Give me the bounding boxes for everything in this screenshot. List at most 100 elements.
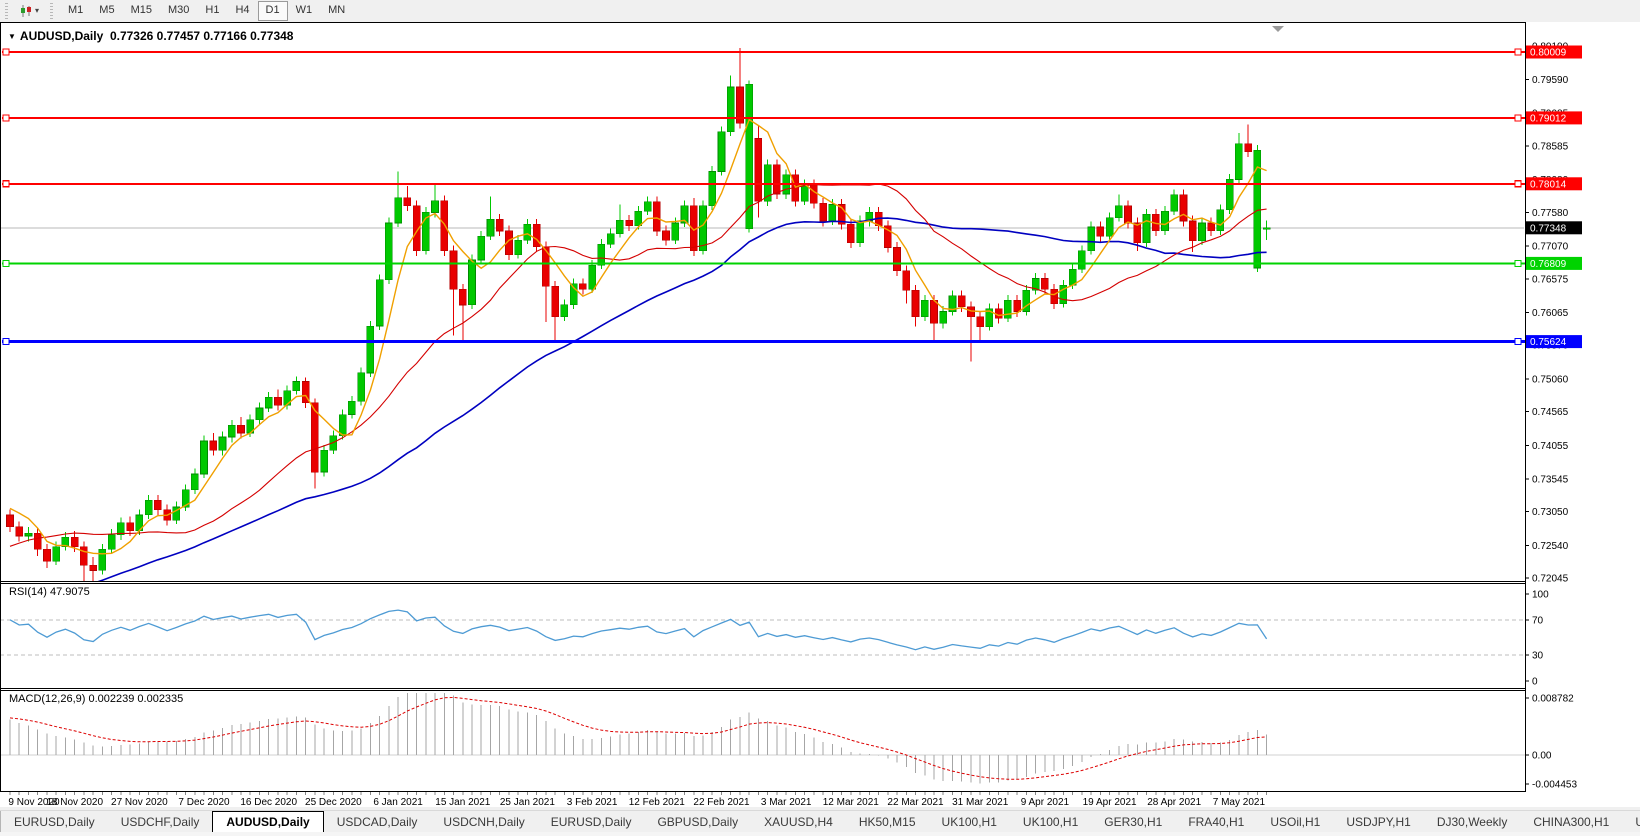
svg-text:0.00: 0.00 xyxy=(1532,751,1552,762)
svg-text:0.76575: 0.76575 xyxy=(1532,274,1569,285)
chart-tab-UK100-H1[interactable]: UK100,H1 xyxy=(1022,815,1079,829)
tab-strip-edge xyxy=(0,811,1,833)
chart-tab-USOil-H1[interactable]: USOil,H1 xyxy=(1270,815,1321,829)
macd-panel[interactable] xyxy=(0,693,1525,784)
chart-title: ▼ AUDUSD,Daily 0.77326 0.77457 0.77166 0.… xyxy=(8,29,293,43)
svg-text:22 Feb 2021: 22 Feb 2021 xyxy=(693,797,750,807)
svg-text:0.72540: 0.72540 xyxy=(1532,541,1569,552)
toolbar-grip-2[interactable] xyxy=(50,3,54,19)
chart-type-button[interactable]: ▾ xyxy=(15,1,43,22)
rsi-indicator-label: RSI(14) 47.9075 xyxy=(9,586,90,598)
chart-tab-EURUSD-Daily[interactable]: EURUSD,Daily xyxy=(550,815,632,829)
chart-tab-USC[interactable]: USC xyxy=(1622,811,1640,833)
svg-text:0.76065: 0.76065 xyxy=(1532,308,1569,319)
svg-text:0.77348: 0.77348 xyxy=(1530,223,1567,234)
svg-text:0.77070: 0.77070 xyxy=(1532,242,1569,253)
timeframe-button-M15[interactable]: M15 xyxy=(130,4,152,16)
ma-medium-line xyxy=(9,183,1267,547)
svg-text:7 Dec 2020: 7 Dec 2020 xyxy=(178,797,230,807)
svg-text:0.74565: 0.74565 xyxy=(1532,407,1569,418)
svg-text:30: 30 xyxy=(1532,650,1544,661)
chart-tab-USDCAD-Daily[interactable]: USDCAD,Daily xyxy=(336,815,418,829)
toolbar-grip[interactable] xyxy=(5,3,8,19)
svg-text:25 Dec 2020: 25 Dec 2020 xyxy=(305,797,362,807)
chart-tab-USDJPY-H1[interactable]: USDJPY,H1 xyxy=(1346,815,1411,829)
timeframe-button-D1[interactable]: D1 xyxy=(257,1,288,21)
chart-tab-USDCHF-Daily[interactable]: USDCHF,Daily xyxy=(120,815,200,829)
macd-indicator-label: MACD(12,26,9) 0.002239 0.002335 xyxy=(9,693,184,705)
svg-text:0: 0 xyxy=(1532,677,1538,688)
timeframe-buttons: M1 M5 M15 M30 H1 H4 D1 W1 MN xyxy=(60,1,353,21)
svg-text:0.72045: 0.72045 xyxy=(1532,574,1569,585)
main-price-panel[interactable] xyxy=(0,48,1525,618)
svg-text:0.008782: 0.008782 xyxy=(1532,694,1574,705)
mini-candles-icon xyxy=(21,4,31,17)
timeframe-button-M1[interactable]: M1 xyxy=(68,4,84,16)
chart-tab-GER30-H1[interactable]: GER30,H1 xyxy=(1104,815,1163,829)
svg-text:0.79590: 0.79590 xyxy=(1532,75,1569,86)
svg-text:0.79012: 0.79012 xyxy=(1530,113,1567,124)
svg-text:28 Apr 2021: 28 Apr 2021 xyxy=(1147,797,1201,807)
timeframe-button-M30[interactable]: M30 xyxy=(167,4,190,16)
chart-tab-AUDUSD-Daily[interactable]: AUDUSD,Daily xyxy=(212,811,324,833)
svg-text:18 Nov 2020: 18 Nov 2020 xyxy=(46,797,103,807)
timeframe-toolbar: ▾ M1 M5 M15 M30 H1 H4 D1 W1 MN xyxy=(0,0,1640,23)
svg-text:-0.004453: -0.004453 xyxy=(1532,779,1577,790)
macd-histogram xyxy=(9,693,1268,784)
timeframe-button-H4[interactable]: H4 xyxy=(235,4,250,16)
svg-text:0.75060: 0.75060 xyxy=(1532,374,1569,385)
timeframe-button-MN[interactable]: MN xyxy=(328,4,346,16)
chart-tab-EURUSD-Daily[interactable]: EURUSD,Daily xyxy=(14,815,95,829)
svg-text:3 Feb 2021: 3 Feb 2021 xyxy=(567,797,618,807)
svg-text:27 Nov 2020: 27 Nov 2020 xyxy=(111,797,168,807)
chart-symbol-period: AUDUSD,Daily xyxy=(19,29,104,43)
price-chart-svg[interactable]: 0.801000.795900.790850.785850.780800.775… xyxy=(0,22,1640,807)
chart-shift-marker-icon[interactable] xyxy=(1272,26,1284,32)
svg-text:0.75624: 0.75624 xyxy=(1530,337,1567,348)
svg-text:100: 100 xyxy=(1532,590,1549,601)
svg-text:70: 70 xyxy=(1532,616,1544,627)
chart-tab-FRA40-H1[interactable]: FRA40,H1 xyxy=(1188,815,1245,829)
svg-text:7 May 2021: 7 May 2021 xyxy=(1213,797,1266,807)
chart-tab-USDCNH-Daily[interactable]: USDCNH,Daily xyxy=(443,815,525,829)
svg-text:0.78585: 0.78585 xyxy=(1532,142,1569,153)
chart-tab-HK50-M15[interactable]: HK50,M15 xyxy=(858,815,916,829)
collapse-caret-icon[interactable]: ▼ xyxy=(8,32,16,41)
svg-text:9 Apr 2021: 9 Apr 2021 xyxy=(1021,797,1070,807)
chart-tab-GBPUSD-Daily[interactable]: GBPUSD,Daily xyxy=(657,815,739,829)
chart-tab-CHINA300-H1[interactable]: CHINA300,H1 xyxy=(1533,815,1610,829)
chart-tab-XAUUSD-H4[interactable]: XAUUSD,H4 xyxy=(764,815,833,829)
svg-text:6 Jan 2021: 6 Jan 2021 xyxy=(373,797,423,807)
svg-text:19 Apr 2021: 19 Apr 2021 xyxy=(1083,797,1137,807)
svg-text:0.73545: 0.73545 xyxy=(1532,475,1569,486)
rsi-line xyxy=(9,609,1268,651)
price-axis: 0.801000.795900.790850.785850.780800.775… xyxy=(1525,42,1582,790)
svg-text:0.78014: 0.78014 xyxy=(1530,179,1567,190)
svg-text:25 Jan 2021: 25 Jan 2021 xyxy=(500,797,555,807)
svg-text:0.74055: 0.74055 xyxy=(1532,441,1569,452)
macd-signal-line xyxy=(9,696,1267,780)
timeframe-button-M5[interactable]: M5 xyxy=(99,4,115,16)
svg-text:22 Mar 2021: 22 Mar 2021 xyxy=(887,797,944,807)
timeframe-button-H1[interactable]: H1 xyxy=(205,4,220,16)
dropdown-caret-icon: ▾ xyxy=(35,6,40,15)
timeframe-button-W1[interactable]: W1 xyxy=(295,4,313,16)
chart-tab-UK100-H1[interactable]: UK100,H1 xyxy=(941,815,997,829)
chart-tab-bar: EURUSD,Daily USDCHF,Daily AUDUSD,Daily USDC… xyxy=(0,810,1640,833)
svg-text:12 Feb 2021: 12 Feb 2021 xyxy=(629,797,686,807)
rsi-panel[interactable] xyxy=(0,609,1525,656)
chart-ohlc-values: 0.77326 0.77457 0.77166 0.77348 xyxy=(109,29,294,43)
svg-text:31 Mar 2021: 31 Mar 2021 xyxy=(952,797,1009,807)
svg-text:0.73050: 0.73050 xyxy=(1532,507,1569,518)
horizontal-level-lines[interactable] xyxy=(2,48,1525,346)
svg-text:0.80009: 0.80009 xyxy=(1530,48,1567,59)
svg-text:3 Mar 2021: 3 Mar 2021 xyxy=(761,797,812,807)
svg-text:0.77580: 0.77580 xyxy=(1532,208,1569,219)
chart-tab-DJ30-Weekly[interactable]: DJ30,Weekly xyxy=(1436,815,1508,829)
ma-fast-line xyxy=(9,118,1267,555)
status-strip xyxy=(0,832,1640,836)
ma-slow-line xyxy=(97,217,1267,581)
svg-text:15 Jan 2021: 15 Jan 2021 xyxy=(435,797,490,807)
